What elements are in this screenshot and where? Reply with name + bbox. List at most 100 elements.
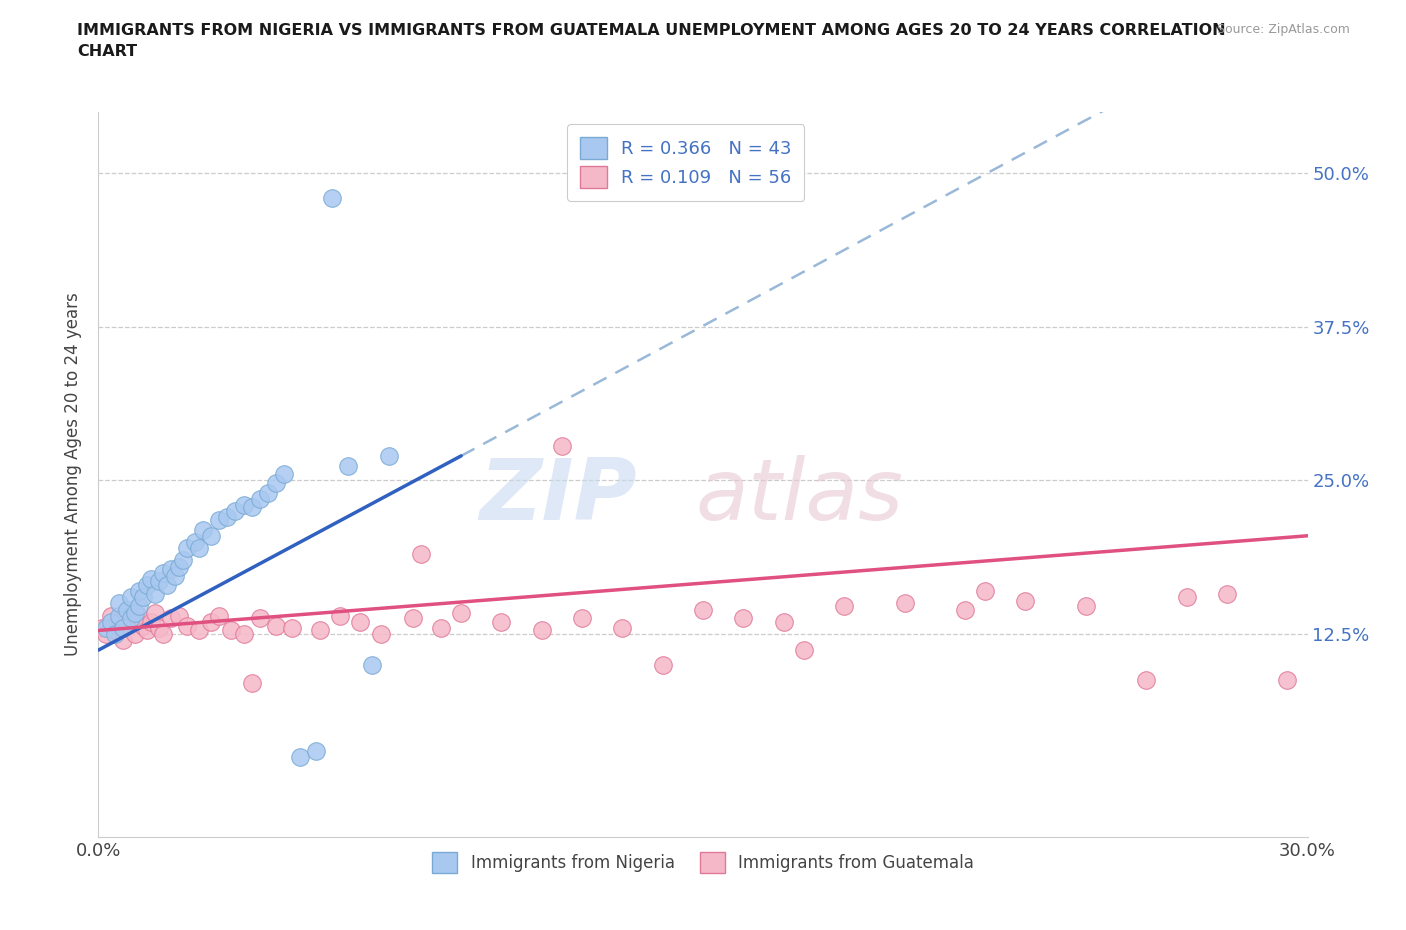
Point	[793, 643, 815, 658]
Point	[135, 578, 157, 592]
Point	[221, 623, 243, 638]
Point	[224, 504, 246, 519]
Point	[232, 498, 254, 512]
Legend: Immigrants from Nigeria, Immigrants from Guatemala: Immigrants from Nigeria, Immigrants from…	[426, 845, 980, 880]
Point	[128, 608, 150, 623]
Point	[893, 596, 915, 611]
Point	[100, 615, 122, 630]
Point	[167, 608, 190, 623]
Point	[200, 528, 222, 543]
Point	[111, 632, 134, 647]
Point	[349, 615, 371, 630]
Point	[377, 448, 399, 463]
Text: ZIP: ZIP	[479, 455, 637, 538]
Point	[733, 611, 755, 626]
Point	[152, 627, 174, 642]
Point	[128, 598, 150, 613]
Point	[1014, 593, 1036, 608]
Point	[208, 608, 231, 623]
Point	[256, 485, 278, 500]
Point	[1135, 672, 1157, 687]
Point	[321, 191, 343, 206]
Point	[337, 458, 360, 473]
Text: IMMIGRANTS FROM NIGERIA VS IMMIGRANTS FROM GUATEMALA UNEMPLOYMENT AMONG AGES 20 : IMMIGRANTS FROM NIGERIA VS IMMIGRANTS FR…	[77, 23, 1226, 60]
Point	[128, 584, 150, 599]
Point	[551, 439, 574, 454]
Point	[1175, 590, 1198, 604]
Point	[167, 559, 190, 574]
Point	[953, 602, 976, 617]
Point	[264, 618, 287, 633]
Point	[240, 500, 263, 515]
Point	[832, 598, 855, 613]
Point	[772, 615, 794, 630]
Point	[176, 618, 198, 633]
Point	[402, 611, 425, 626]
Point	[273, 467, 295, 482]
Point	[188, 540, 211, 555]
Point	[176, 540, 198, 555]
Point	[309, 623, 332, 638]
Point	[692, 602, 714, 617]
Point	[571, 611, 593, 626]
Point	[100, 608, 122, 623]
Point	[450, 605, 472, 620]
Point	[103, 623, 125, 638]
Point	[120, 611, 142, 626]
Point	[143, 586, 166, 601]
Point	[91, 620, 114, 635]
Point	[111, 620, 134, 635]
Point	[132, 618, 155, 633]
Point	[208, 512, 231, 527]
Point	[409, 547, 432, 562]
Point	[1216, 586, 1239, 601]
Point	[188, 623, 211, 638]
Point	[281, 620, 304, 635]
Point	[115, 618, 138, 633]
Point	[217, 510, 239, 525]
Point	[305, 743, 328, 758]
Point	[184, 535, 207, 550]
Point	[200, 615, 222, 630]
Point	[107, 608, 129, 623]
Point	[491, 615, 513, 630]
Point	[163, 569, 186, 584]
Point	[139, 571, 162, 586]
Point	[160, 562, 183, 577]
Point	[651, 658, 673, 672]
Point	[288, 750, 311, 764]
Point	[148, 620, 170, 635]
Point	[143, 605, 166, 620]
Point	[124, 627, 146, 642]
Point	[430, 620, 453, 635]
Point	[361, 658, 384, 672]
Point	[1277, 672, 1299, 687]
Point	[530, 623, 553, 638]
Point	[612, 620, 634, 635]
Point	[156, 578, 179, 592]
Point	[96, 627, 118, 642]
Point	[974, 584, 997, 599]
Point	[124, 605, 146, 620]
Point	[103, 627, 125, 642]
Point	[135, 623, 157, 638]
Point	[120, 590, 142, 604]
Point	[148, 574, 170, 589]
Point	[107, 615, 129, 630]
Point	[240, 676, 263, 691]
Point	[329, 608, 352, 623]
Point	[96, 620, 118, 635]
Point	[120, 611, 142, 626]
Point	[193, 522, 215, 537]
Point	[107, 596, 129, 611]
Y-axis label: Unemployment Among Ages 20 to 24 years: Unemployment Among Ages 20 to 24 years	[65, 292, 83, 657]
Point	[249, 611, 271, 626]
Point	[160, 611, 183, 626]
Point	[232, 627, 254, 642]
Point	[152, 565, 174, 580]
Point	[264, 475, 287, 490]
Point	[1074, 598, 1097, 613]
Point	[115, 602, 138, 617]
Point	[249, 491, 271, 506]
Point	[132, 590, 155, 604]
